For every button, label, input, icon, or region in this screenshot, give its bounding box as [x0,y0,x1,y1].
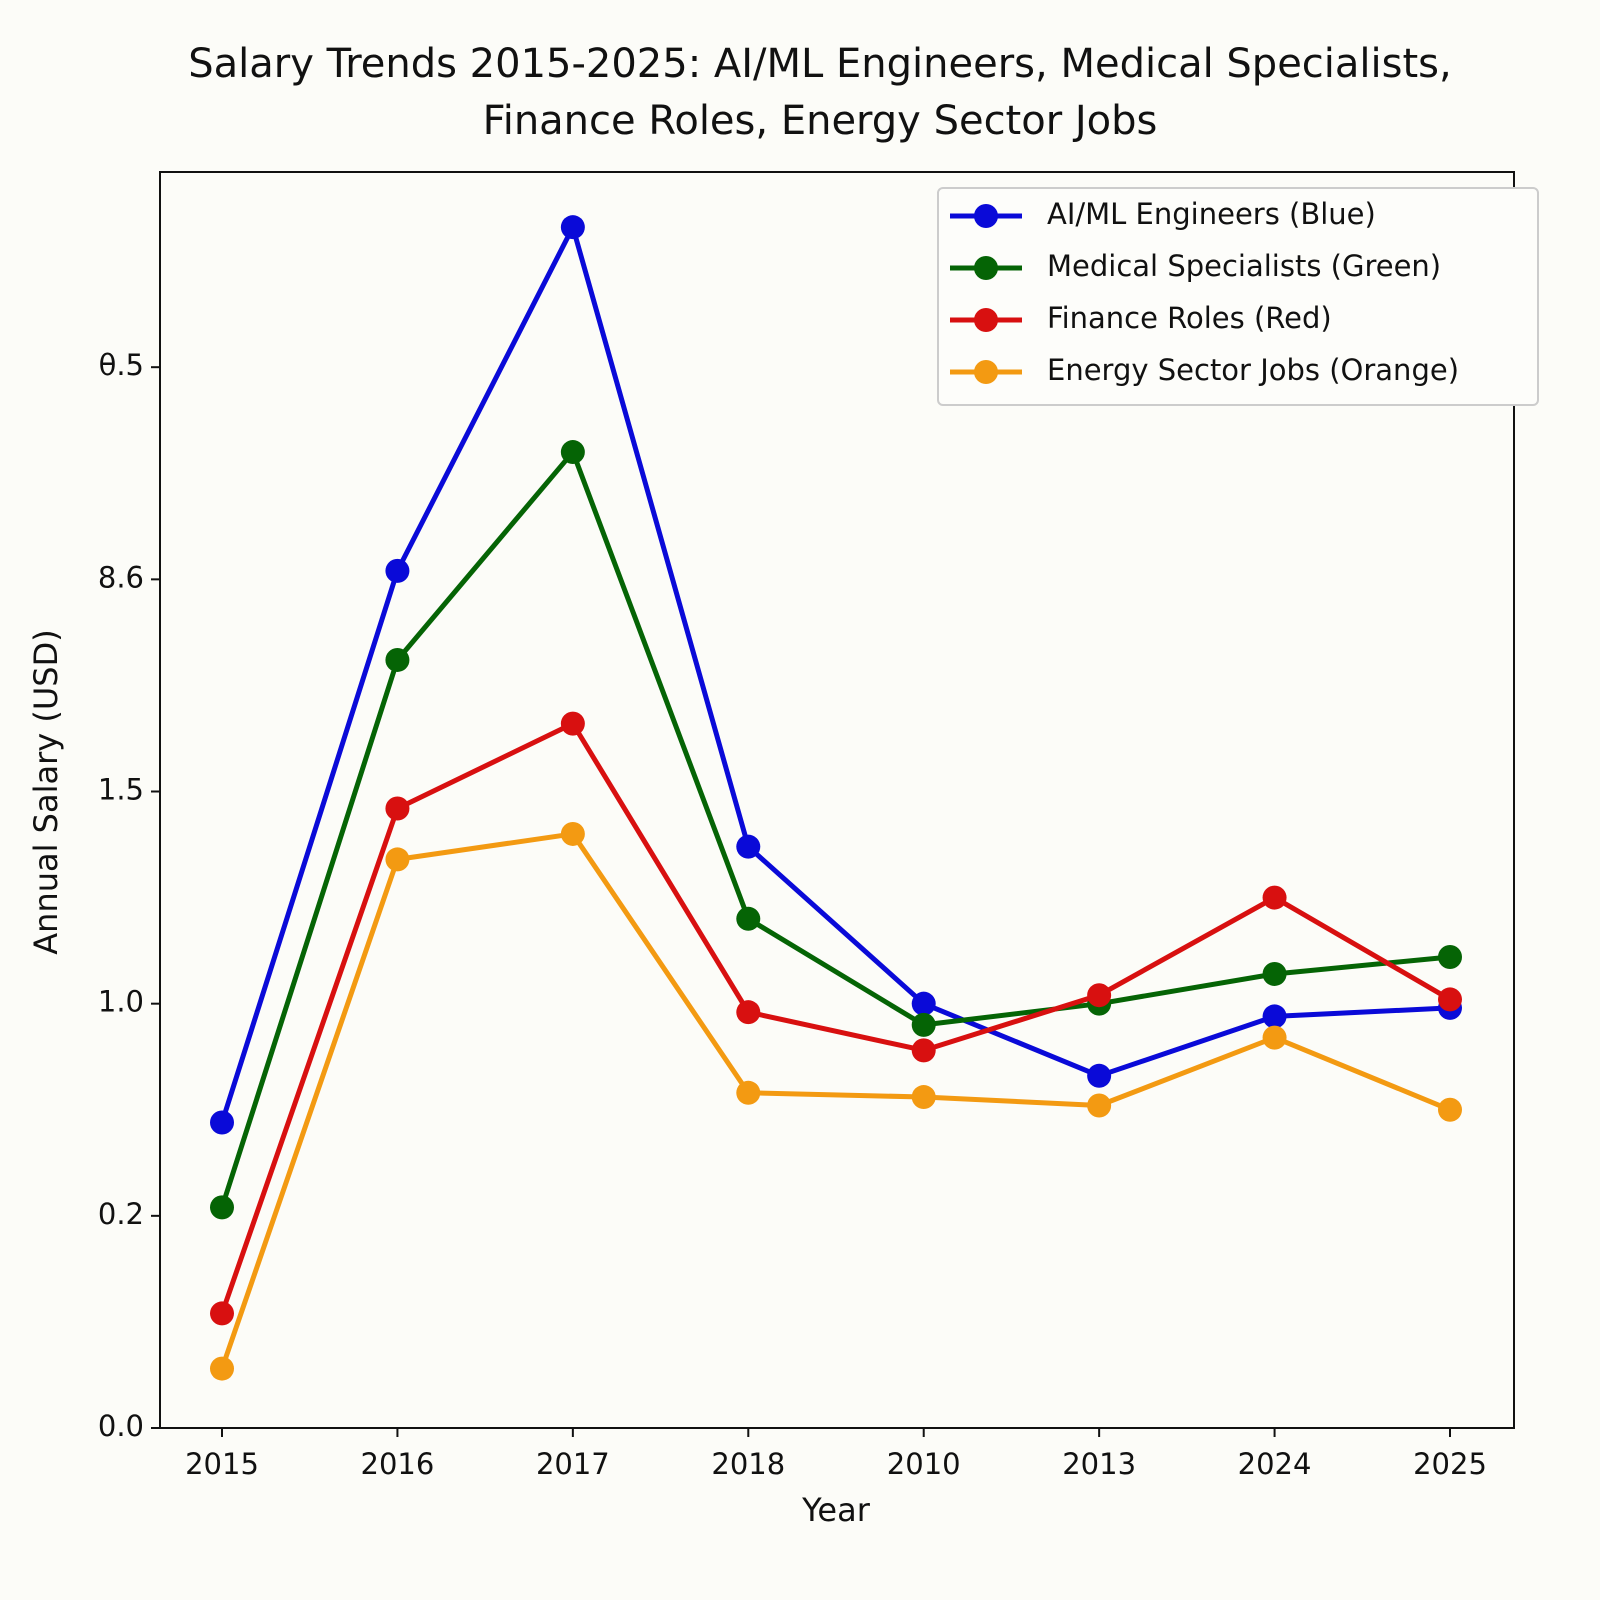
data-point [736,834,761,859]
data-point [1262,1004,1287,1029]
x-axis-label: Year [801,1491,871,1529]
data-point [385,558,410,583]
data-point [560,215,585,240]
legend-box [937,187,1539,406]
x-tick-label: 2017 [536,1447,610,1481]
legend-marker [974,256,998,280]
series-line [219,449,1451,1209]
series-line [219,831,1451,1370]
y-tick-label: 0.0 [98,1409,144,1443]
data-point [385,796,410,821]
data-point [210,1356,234,1381]
data-point [1438,945,1462,969]
data-point [736,906,761,931]
data-point [560,821,585,846]
legend-label: Energy Sector Jobs (Orange) [1047,353,1459,387]
x-tick-label: 2015 [185,1447,259,1481]
legend-label: Medical Specialists (Green) [1047,249,1441,283]
data-point [1438,987,1462,1012]
data-point [1262,1025,1287,1050]
legend-marker [974,308,998,332]
data-point [911,1012,936,1037]
y-tick-label: θ.5 [99,348,144,382]
data-point [385,847,410,872]
data-point [210,1110,234,1135]
data-point [385,647,410,672]
data-point [736,1000,761,1025]
x-tick-label: 2010 [887,1447,961,1481]
chart-title: Salary Trends 2015-2025: AI/ML Engineers… [188,41,1452,144]
legend-marker [974,360,998,384]
y-tick-label: 1.0 [98,985,144,1019]
x-tick-label: 2024 [1238,1447,1312,1481]
data-point [1438,1097,1462,1122]
data-point [911,1085,936,1110]
legend-label: AI/ML Engineers (Blue) [1047,197,1376,231]
data-point [736,1080,761,1105]
x-tick-label: 2025 [1413,1447,1487,1481]
y-axis-label: Annual Salary (USD) [27,629,65,954]
legend-marker [974,204,998,228]
legend-label: Finance Roles (Red) [1047,301,1332,335]
data-point [911,1038,936,1063]
data-point [210,1195,234,1220]
y-tick-label: 8.6 [98,560,144,594]
series-line [219,721,1452,1315]
y-tick-label: 1.5 [98,773,144,807]
plot-frame [159,171,1515,1429]
data-point [560,711,585,736]
data-point [210,1301,234,1326]
data-point [1087,1063,1112,1088]
legend: AI/ML Engineers (Blue) Medical Specialist… [937,187,1539,406]
data-point [911,991,936,1016]
data-point [1262,961,1287,986]
data-point [1087,1093,1112,1118]
x-tick-label: 2018 [711,1447,785,1481]
series-line [219,224,1451,1124]
x-tick-label: 2016 [361,1447,435,1481]
y-tick-label: 0.2 [98,1197,144,1231]
data-point [560,440,585,465]
x-tick-label: 2013 [1062,1447,1136,1481]
data-point [1262,885,1287,910]
data-point [1087,983,1112,1008]
